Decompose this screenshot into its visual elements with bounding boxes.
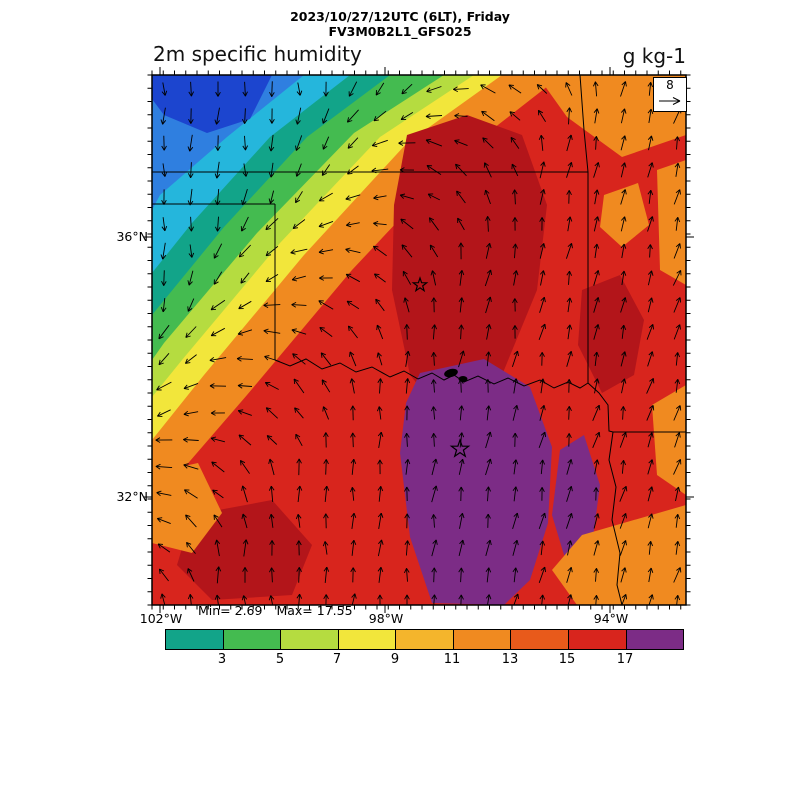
units-label: g kg-1 — [622, 44, 686, 68]
colorbar-segment — [166, 630, 224, 649]
model-title: FV3M0B2L1_GFS025 — [328, 24, 472, 39]
colorbar-segment — [626, 630, 684, 649]
axis-ticks — [144, 67, 694, 613]
colorbar-tick-label: 17 — [616, 652, 634, 667]
stats-readout: Min= 2.69 Max= 17.55 — [198, 603, 367, 618]
max-value: Max= 17.55 — [276, 603, 353, 618]
state-borders — [152, 75, 686, 605]
min-value: Min= 2.69 — [198, 603, 263, 618]
wind-reference-box: 8 — [653, 77, 687, 112]
lat-tick-label-36n: 36°N — [116, 229, 148, 244]
colorbar-tick-label: 11 — [443, 652, 461, 667]
colorbar-segment — [453, 630, 512, 649]
humidity-fill-regions — [152, 75, 686, 605]
colorbar-segment — [396, 630, 454, 649]
colorbar-segment — [511, 630, 569, 649]
colorbar-segment — [338, 630, 397, 649]
lon-tick-label-102w: 102°W — [139, 611, 183, 626]
colorbar-tick-label: 5 — [275, 652, 285, 667]
colorbar-tick-label: 3 — [217, 652, 227, 667]
colorbar-tick-label: 13 — [501, 652, 519, 667]
wind-reference-arrow-icon — [659, 97, 681, 105]
wind-reference-value: 8 — [666, 78, 674, 92]
city-marker-stars — [411, 276, 471, 458]
colorbar-tick-label: 9 — [390, 652, 400, 667]
colorbar-labels: 3 5 7 9 11 13 15 17 — [165, 652, 682, 668]
map-frame — [151, 74, 687, 606]
colorbar — [165, 629, 684, 650]
wind-vectors — [155, 81, 682, 605]
lon-tick-label-94w: 94°W — [593, 611, 629, 626]
colorbar-segment — [223, 630, 282, 649]
colorbar-tick-label: 7 — [332, 652, 342, 667]
colorbar-segment — [568, 630, 627, 649]
lon-tick-label-98w: 98°W — [368, 611, 404, 626]
colorbar-tick-label: 15 — [558, 652, 576, 667]
colorbar-segment — [281, 630, 339, 649]
valid-time-title: 2023/10/27/12UTC (6LT), Friday — [290, 9, 510, 24]
variable-title: 2m specific humidity — [153, 42, 362, 66]
humidity-map — [144, 67, 694, 613]
lat-tick-label-32n: 32°N — [116, 489, 148, 504]
